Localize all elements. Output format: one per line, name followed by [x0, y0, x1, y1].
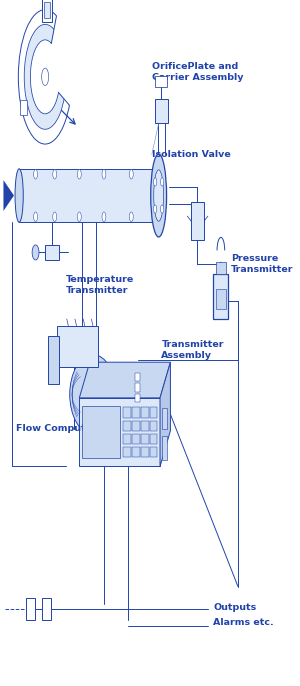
Ellipse shape — [154, 170, 164, 221]
Polygon shape — [160, 362, 170, 466]
Bar — [135, 383, 140, 392]
Bar — [132, 421, 140, 431]
Circle shape — [102, 169, 106, 179]
Bar — [215, 289, 226, 309]
Bar — [42, 598, 51, 620]
Wedge shape — [51, 13, 73, 106]
Circle shape — [129, 169, 133, 179]
Bar — [155, 76, 167, 87]
Circle shape — [77, 212, 81, 222]
Bar — [135, 373, 140, 381]
Circle shape — [53, 169, 57, 179]
Bar — [44, 2, 50, 19]
Polygon shape — [19, 169, 159, 222]
Text: OrificePlate and
Carrier Assembly: OrificePlate and Carrier Assembly — [152, 62, 243, 82]
Bar — [150, 421, 158, 431]
Polygon shape — [3, 180, 14, 211]
Circle shape — [30, 40, 60, 114]
Circle shape — [18, 10, 72, 144]
Bar — [141, 447, 148, 457]
Text: Outputs: Outputs — [213, 602, 256, 612]
Bar — [82, 406, 120, 458]
Circle shape — [34, 169, 38, 179]
Bar — [213, 274, 228, 319]
Circle shape — [160, 178, 164, 186]
Bar — [154, 99, 168, 123]
Ellipse shape — [32, 245, 39, 260]
Bar — [216, 262, 226, 274]
Circle shape — [129, 212, 133, 222]
Bar — [135, 394, 140, 402]
Circle shape — [53, 212, 57, 222]
Circle shape — [24, 25, 66, 129]
Bar — [48, 336, 59, 384]
Bar — [162, 436, 167, 460]
Ellipse shape — [15, 169, 23, 222]
Ellipse shape — [118, 369, 137, 406]
Bar — [123, 407, 131, 418]
Text: Isolation Valve: Isolation Valve — [152, 150, 231, 159]
Bar — [26, 598, 35, 620]
Bar — [123, 421, 131, 431]
Polygon shape — [79, 362, 170, 398]
Bar — [123, 447, 131, 457]
Text: Transmitter
Assembly: Transmitter Assembly — [161, 340, 224, 360]
Bar — [150, 407, 158, 418]
Bar — [123, 434, 131, 444]
Bar — [45, 245, 59, 260]
Circle shape — [102, 212, 106, 222]
Ellipse shape — [70, 355, 116, 434]
Bar — [42, 0, 52, 22]
Circle shape — [154, 178, 157, 186]
Text: Pressure
Transmitter: Pressure Transmitter — [231, 254, 294, 274]
Polygon shape — [79, 398, 160, 466]
Bar — [150, 447, 158, 457]
Bar — [132, 407, 140, 418]
Circle shape — [160, 205, 164, 213]
Bar — [57, 326, 98, 367]
Bar — [191, 202, 204, 240]
Bar — [132, 447, 140, 457]
Bar — [132, 434, 140, 444]
Text: Alarms etc.: Alarms etc. — [213, 618, 274, 628]
Circle shape — [154, 205, 157, 213]
Circle shape — [77, 169, 81, 179]
Bar — [141, 434, 148, 444]
Bar — [141, 407, 148, 418]
Text: Flow Computer: Flow Computer — [16, 424, 97, 434]
Bar — [20, 99, 27, 115]
Text: Temperature
Transmitter: Temperature Transmitter — [66, 274, 134, 295]
Bar — [141, 421, 148, 431]
Bar — [150, 434, 158, 444]
Circle shape — [34, 212, 38, 222]
Ellipse shape — [151, 154, 166, 237]
Bar — [162, 408, 167, 429]
